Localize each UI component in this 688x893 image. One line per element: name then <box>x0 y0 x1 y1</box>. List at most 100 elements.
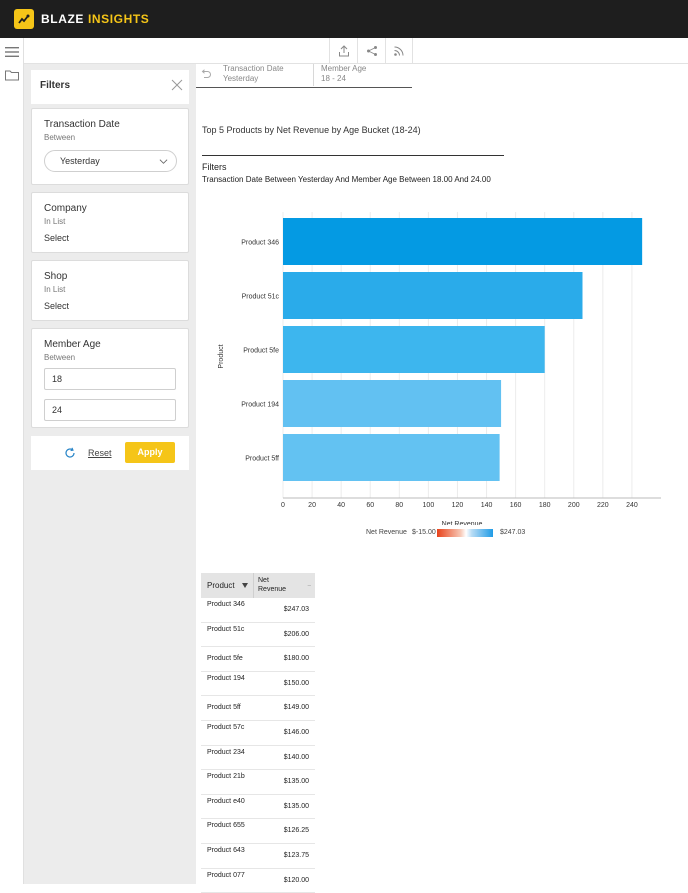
reset-link[interactable]: Reset <box>88 448 112 458</box>
table-row[interactable]: Product 077 $120.00 <box>201 869 315 893</box>
x-tick-label: 80 <box>395 502 403 509</box>
legend-gradient <box>437 529 493 537</box>
breadcrumb-value: 18 - 24 <box>321 74 346 83</box>
breadcrumb-key: Member Age <box>321 64 367 73</box>
sort-icon[interactable]: – <box>307 583 311 589</box>
table-row[interactable]: Product 57c $146.00 <box>201 721 315 746</box>
table-row[interactable]: Product 21b $135.00 <box>201 770 315 795</box>
cell-net-revenue: $146.00 <box>283 728 309 736</box>
share-button[interactable] <box>357 38 385 63</box>
filter-title: Transaction Date <box>44 119 120 130</box>
filter-title: Member Age <box>44 339 101 350</box>
folder-icon[interactable] <box>4 67 20 83</box>
x-axis-label: Net Revenue <box>442 521 483 525</box>
subscribe-button[interactable] <box>385 38 413 63</box>
upload-icon <box>338 44 349 56</box>
breadcrumb-chip-age[interactable]: Member Age 18 - 24 <box>314 64 410 86</box>
y-axis-label: Product <box>218 344 225 368</box>
filter-company: Company In List Select <box>31 192 189 253</box>
cell-product: Product 234 <box>207 748 245 756</box>
x-tick-label: 200 <box>568 502 580 509</box>
column-divider <box>253 573 254 598</box>
table-row[interactable]: Product 655 $126.25 <box>201 819 315 844</box>
menu-icon[interactable] <box>4 44 20 60</box>
x-tick-label: 0 <box>281 502 285 509</box>
table-body: Product 346 $247.03 Product 51c $206.00 Prod… <box>201 598 315 893</box>
filter-operator: Between <box>44 353 76 362</box>
x-tick-label: 140 <box>481 502 493 509</box>
cell-net-revenue: $180.00 <box>283 655 309 663</box>
column-header-net-revenue[interactable]: Net Revenue <box>258 577 287 593</box>
table-row[interactable]: Product 643 $123.75 <box>201 844 315 869</box>
cell-product: Product 5fe <box>207 655 243 663</box>
cell-net-revenue: $135.00 <box>283 778 309 786</box>
table-row[interactable]: Product 234 $140.00 <box>201 746 315 771</box>
sort-desc-icon[interactable] <box>242 583 248 588</box>
filter-operator: In List <box>44 285 66 294</box>
x-tick-label: 120 <box>452 502 464 509</box>
undo-icon[interactable] <box>200 68 212 80</box>
bar <box>283 218 643 265</box>
y-tick-label: Product 346 <box>241 240 279 247</box>
bar <box>283 272 583 319</box>
title-divider <box>202 155 504 156</box>
date-select-value: Yesterday <box>60 156 100 166</box>
age-min-input[interactable]: 18 <box>44 368 176 390</box>
shop-select[interactable]: Select <box>44 301 70 311</box>
date-select[interactable]: Yesterday <box>44 150 177 172</box>
age-max-value: 24 <box>52 405 63 415</box>
y-tick-label: Product 5fe <box>243 348 279 355</box>
y-tick-label: Product 51c <box>242 294 280 301</box>
age-min-value: 18 <box>52 374 63 384</box>
bar <box>283 434 500 481</box>
x-tick-label: 20 <box>308 502 316 509</box>
y-tick-label: Product 194 <box>241 402 279 409</box>
app-brand[interactable]: BLAZE INSIGHTS <box>41 12 149 26</box>
toolbar <box>24 38 688 64</box>
table-row[interactable]: Product 5fe $180.00 <box>201 647 315 672</box>
bar <box>283 326 545 373</box>
table-row[interactable]: Product 194 $150.00 <box>201 672 315 697</box>
cell-product: Product e40 <box>207 797 245 805</box>
x-tick-label: 160 <box>510 502 522 509</box>
cell-product: Product 346 <box>207 601 245 608</box>
legend-min: $-15.00 <box>412 529 436 536</box>
company-select[interactable]: Select <box>44 233 70 243</box>
x-tick-label: 240 <box>626 502 638 509</box>
cell-product: Product 51c <box>207 625 245 633</box>
breadcrumb-key: Transaction Date <box>223 64 284 73</box>
refresh-icon[interactable] <box>64 447 76 459</box>
export-button[interactable] <box>329 38 357 63</box>
cell-product: Product 57c <box>207 723 245 731</box>
table-row[interactable]: Product 5ff $149.00 <box>201 696 315 721</box>
breadcrumb-chip-date[interactable]: Transaction Date Yesterday <box>216 64 314 86</box>
filters-panel: Filters Transaction Date Between Yesterd… <box>24 64 196 884</box>
cell-net-revenue: $120.00 <box>283 876 309 884</box>
filter-member-age: Member Age Between 18 24 <box>31 328 189 428</box>
report-filters-label: Filters <box>202 162 227 172</box>
filter-operator: In List <box>44 217 66 226</box>
close-icon[interactable] <box>170 78 184 92</box>
table-row[interactable]: Product 346 $247.03 <box>201 598 315 623</box>
cell-product: Product 194 <box>207 674 245 682</box>
filters-header: Filters <box>31 70 189 104</box>
bar-chart: 0 20 40 60 80 100 120 140 160 180 200 220 240 Product… <box>218 212 661 525</box>
breadcrumb-value: Yesterday <box>223 74 259 83</box>
share-icon <box>366 45 377 56</box>
apply-button[interactable]: Apply <box>125 442 175 463</box>
cell-product: Product 5ff <box>207 704 241 712</box>
age-max-input[interactable]: 24 <box>44 399 176 421</box>
column-header-product[interactable]: Product <box>207 581 235 590</box>
cell-product: Product 21b <box>207 773 245 781</box>
logo-icon[interactable] <box>14 9 34 29</box>
legend-label: Net Revenue <box>366 529 407 536</box>
cell-net-revenue: $140.00 <box>283 753 309 761</box>
table-header: Product Net Revenue – <box>201 573 315 598</box>
table-row[interactable]: Product e40 $135.00 <box>201 795 315 820</box>
x-tick-label: 60 <box>366 502 374 509</box>
table-row[interactable]: Product 51c $206.00 <box>201 623 315 648</box>
top-bar: BLAZE INSIGHTS <box>0 0 688 38</box>
report-filters-text: Transaction Date Between Yesterday And M… <box>202 175 491 184</box>
filters-title: Filters <box>40 80 71 91</box>
filter-operator: Between <box>44 133 76 142</box>
